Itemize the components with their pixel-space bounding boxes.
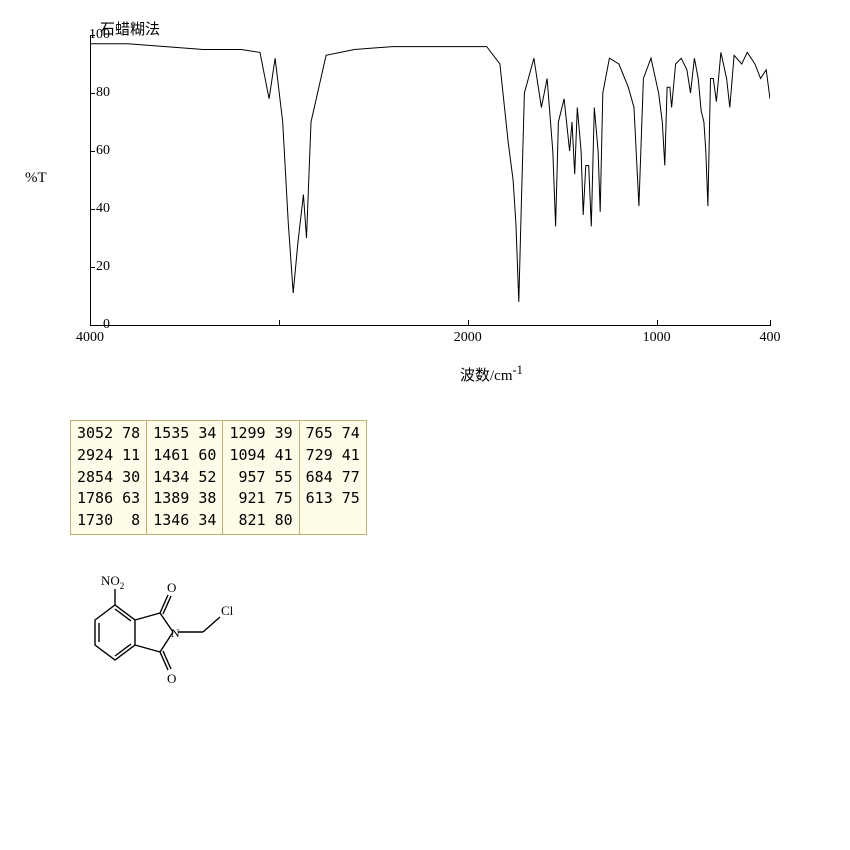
label-n: N [171, 626, 180, 640]
peak-col-3: 765 74 729 41 684 77 613 75 [299, 421, 366, 535]
spectrum-line [90, 35, 770, 325]
molecule-svg: NO2 O O N Cl [65, 565, 245, 715]
label-cl: Cl [221, 603, 234, 618]
x-label-sup: -1 [513, 363, 523, 377]
x-tick-label: 400 [760, 330, 781, 346]
x-tick-label: 2000 [454, 330, 482, 346]
y-tick-label: 80 [80, 85, 110, 101]
y-tick [90, 209, 95, 210]
x-tick [90, 320, 91, 325]
x-tick [468, 320, 469, 325]
peak-col-0: 3052 78 2924 11 2854 30 1786 63 1730 8 [71, 421, 147, 535]
y-tick-label: 60 [80, 143, 110, 159]
y-tick [90, 93, 95, 94]
x-tick-label: 4000 [76, 330, 104, 346]
y-tick-label: 20 [80, 259, 110, 275]
ir-spectrum-chart: 石蜡糊法 %T 波数/cm-1 020406080100400020001000… [40, 20, 800, 360]
y-axis-label: %T [25, 170, 47, 187]
x-tick [279, 320, 280, 325]
y-tick [90, 325, 95, 326]
y-tick-label: 100 [80, 27, 110, 43]
y-tick-label: 40 [80, 201, 110, 217]
x-tick-label: 1000 [643, 330, 671, 346]
peak-table: 3052 78 2924 11 2854 30 1786 63 1730 8 1… [70, 420, 367, 535]
label-o-top: O [167, 580, 176, 595]
x-axis-label: 波数/cm-1 [460, 363, 523, 385]
y-tick [90, 151, 95, 152]
y-tick [90, 35, 95, 36]
x-tick [770, 320, 771, 325]
x-label-text: 波数/cm [460, 368, 513, 384]
label-o-bottom: O [167, 671, 176, 686]
label-no2: NO2 [101, 573, 124, 591]
x-tick [657, 320, 658, 325]
molecule-structure: NO2 O O N Cl [65, 565, 830, 720]
y-tick [90, 267, 95, 268]
peak-col-1: 1535 34 1461 60 1434 52 1389 38 1346 34 [147, 421, 223, 535]
peak-col-2: 1299 39 1094 41 957 55 921 75 821 80 [223, 421, 299, 535]
